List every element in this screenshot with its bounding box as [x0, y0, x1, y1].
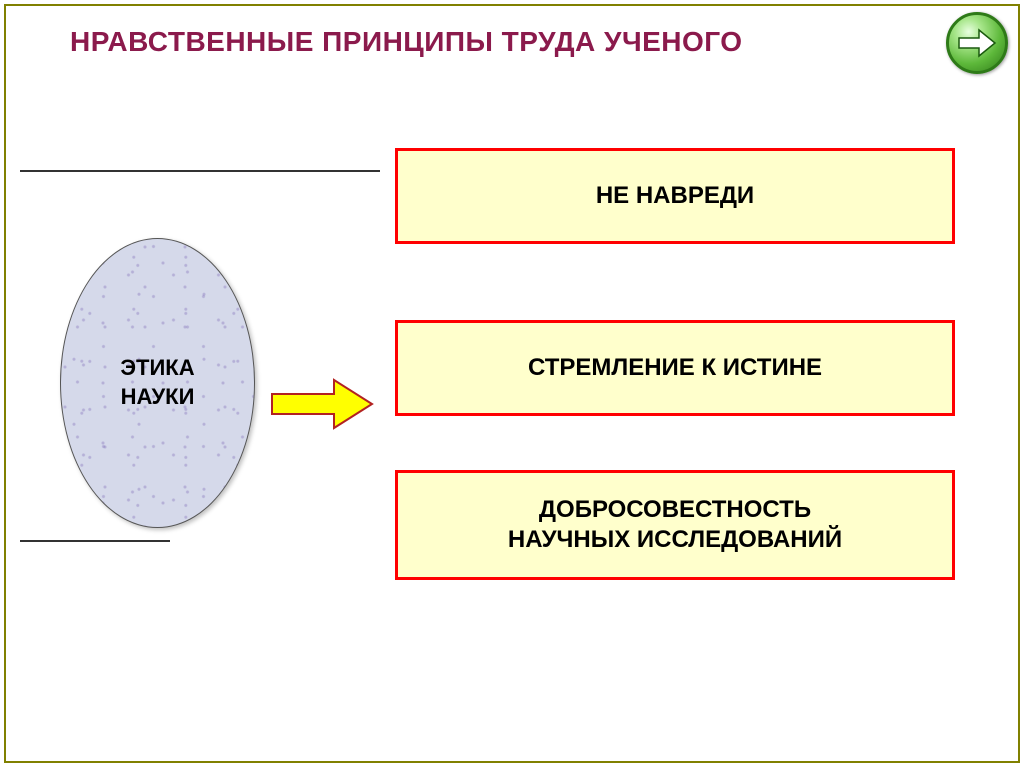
- ellipse-label: ЭТИКАНАУКИ: [120, 354, 194, 411]
- title-text: НРАВСТВЕННЫЕ ПРИНЦИПЫ ТРУДА УЧЕНОГО: [70, 26, 743, 57]
- arrow-shape: [272, 380, 372, 428]
- connector-arrow: [268, 376, 378, 432]
- slide-title: НРАВСТВЕННЫЕ ПРИНЦИПЫ ТРУДА УЧЕНОГО: [70, 26, 984, 58]
- arrow-right-icon: [957, 28, 997, 58]
- principle-box-1: СТРЕМЛЕНИЕ К ИСТИНЕ: [395, 320, 955, 416]
- principle-box-0: НЕ НАВРЕДИ: [395, 148, 955, 244]
- next-slide-button[interactable]: [946, 12, 1008, 74]
- divider-bottom: [20, 540, 170, 542]
- principle-box-2: ДОБРОСОВЕСТНОСТЬНАУЧНЫХ ИССЛЕДОВАНИЙ: [395, 470, 955, 580]
- divider-top: [20, 170, 380, 172]
- ethics-ellipse: ЭТИКАНАУКИ: [60, 238, 255, 528]
